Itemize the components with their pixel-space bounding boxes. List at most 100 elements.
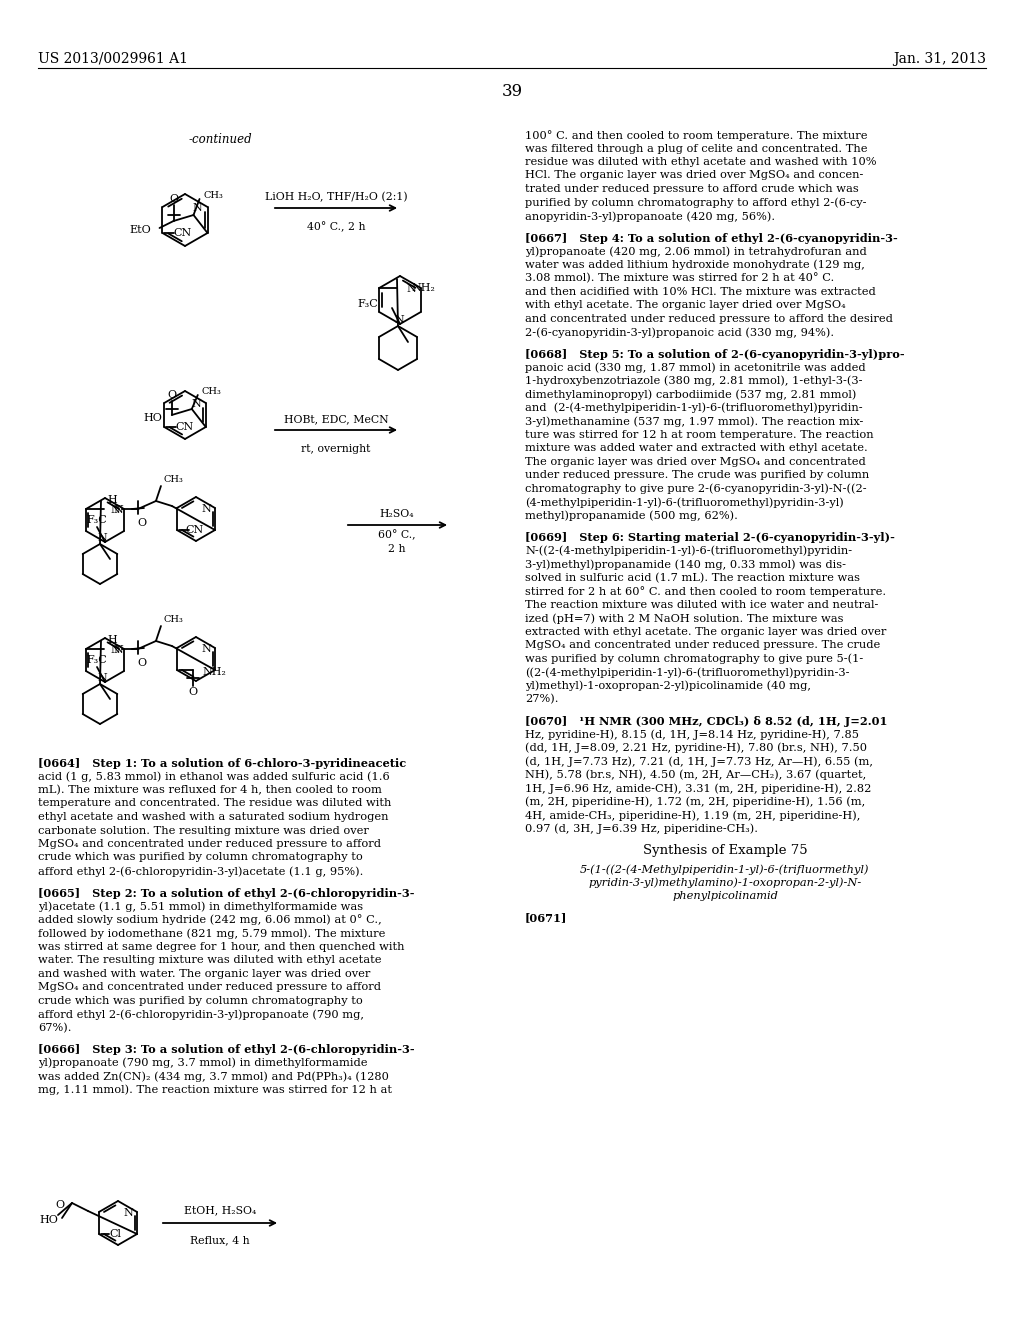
Text: NH₂: NH₂: [412, 282, 435, 293]
Text: N: N: [193, 203, 203, 213]
Text: N-((2-(4-methylpiperidin-1-yl)-6-(trifluoromethyl)pyridin-: N-((2-(4-methylpiperidin-1-yl)-6-(triflu…: [525, 545, 852, 556]
Text: N: N: [394, 315, 403, 325]
Text: and then acidified with 10% HCl. The mixture was extracted: and then acidified with 10% HCl. The mix…: [525, 286, 876, 297]
Text: O: O: [137, 517, 146, 528]
Text: panoic acid (330 mg, 1.87 mmol) in acetonitrile was added: panoic acid (330 mg, 1.87 mmol) in aceto…: [525, 362, 865, 372]
Text: was purified by column chromatography to give pure 5-(1-: was purified by column chromatography to…: [525, 653, 863, 664]
Text: and washed with water. The organic layer was dried over: and washed with water. The organic layer…: [38, 969, 371, 978]
Text: [0667]   Step 4: To a solution of ethyl 2-(6-cyanopyridin-3-: [0667] Step 4: To a solution of ethyl 2-…: [525, 232, 898, 244]
Text: The reaction mixture was diluted with ice water and neutral-: The reaction mixture was diluted with ic…: [525, 599, 879, 610]
Text: anopyridin-3-yl)propanoate (420 mg, 56%).: anopyridin-3-yl)propanoate (420 mg, 56%)…: [525, 211, 775, 222]
Text: NH), 5.78 (br.s, NH), 4.50 (m, 2H, Ar—CH₂), 3.67 (quartet,: NH), 5.78 (br.s, NH), 4.50 (m, 2H, Ar—CH…: [525, 770, 866, 780]
Text: 4H, amide-CH₃, piperidine-H), 1.19 (m, 2H, piperidine-H),: 4H, amide-CH₃, piperidine-H), 1.19 (m, 2…: [525, 810, 860, 821]
Text: mixture was added water and extracted with ethyl acetate.: mixture was added water and extracted wi…: [525, 444, 867, 453]
Text: [0666]   Step 3: To a solution of ethyl 2-(6-chloropyridin-3-: [0666] Step 3: To a solution of ethyl 2-…: [38, 1044, 415, 1055]
Text: MgSO₄ and concentrated under reduced pressure to afford: MgSO₄ and concentrated under reduced pre…: [38, 982, 381, 993]
Text: yl)propanoate (790 mg, 3.7 mmol) in dimethylformamide: yl)propanoate (790 mg, 3.7 mmol) in dime…: [38, 1057, 368, 1068]
Text: O: O: [55, 1200, 65, 1210]
Text: MgSO₄ and concentrated under reduced pressure to afford: MgSO₄ and concentrated under reduced pre…: [38, 840, 381, 849]
Text: 40° C., 2 h: 40° C., 2 h: [307, 222, 366, 232]
Text: 27%).: 27%).: [525, 694, 558, 705]
Text: afford ethyl 2-(6-chloropyridin-3-yl)acetate (1.1 g, 95%).: afford ethyl 2-(6-chloropyridin-3-yl)ace…: [38, 866, 364, 876]
Text: O: O: [167, 389, 176, 400]
Text: was filtered through a plug of celite and concentrated. The: was filtered through a plug of celite an…: [525, 144, 867, 153]
Text: 60° C.,: 60° C.,: [378, 531, 416, 541]
Text: acid (1 g, 5.83 mmol) in ethanol was added sulfuric acid (1.6: acid (1 g, 5.83 mmol) in ethanol was add…: [38, 771, 390, 781]
Text: HO: HO: [143, 413, 162, 422]
Text: [0669]   Step 6: Starting material 2-(6-cyanopyridin-3-yl)-: [0669] Step 6: Starting material 2-(6-cy…: [525, 532, 895, 544]
Text: 3.08 mmol). The mixture was stirred for 2 h at 40° C.: 3.08 mmol). The mixture was stirred for …: [525, 273, 835, 284]
Text: N: N: [201, 644, 211, 653]
Text: solved in sulfuric acid (1.7 mL). The reaction mixture was: solved in sulfuric acid (1.7 mL). The re…: [525, 573, 860, 583]
Text: carbonate solution. The resulting mixture was dried over: carbonate solution. The resulting mixtur…: [38, 825, 369, 836]
Text: Jan. 31, 2013: Jan. 31, 2013: [893, 51, 986, 66]
Text: H₂SO₄: H₂SO₄: [380, 510, 415, 519]
Text: stirred for 2 h at 60° C. and then cooled to room temperature.: stirred for 2 h at 60° C. and then coole…: [525, 586, 886, 597]
Text: 67%).: 67%).: [38, 1023, 72, 1034]
Text: [0668]   Step 5: To a solution of 2-(6-cyanopyridin-3-yl)pro-: [0668] Step 5: To a solution of 2-(6-cya…: [525, 348, 904, 360]
Text: NH₂: NH₂: [203, 667, 226, 677]
Text: was added Zn(CN)₂ (434 mg, 3.7 mmol) and Pd(PPh₃)₄ (1280: was added Zn(CN)₂ (434 mg, 3.7 mmol) and…: [38, 1072, 389, 1082]
Text: 5-(1-((2-(4-Methylpiperidin-1-yl)-6-(trifluormethyl): 5-(1-((2-(4-Methylpiperidin-1-yl)-6-(tri…: [581, 865, 869, 875]
Text: (dd, 1H, J=8.09, 2.21 Hz, pyridine-H), 7.80 (br.s, NH), 7.50: (dd, 1H, J=8.09, 2.21 Hz, pyridine-H), 7…: [525, 743, 867, 754]
Text: dimethylaminopropyl) carbodiimide (537 mg, 2.81 mmol): dimethylaminopropyl) carbodiimide (537 m…: [525, 389, 856, 400]
Text: Reflux, 4 h: Reflux, 4 h: [190, 1236, 250, 1245]
Text: 2 h: 2 h: [388, 544, 406, 554]
Text: residue was diluted with ethyl acetate and washed with 10%: residue was diluted with ethyl acetate a…: [525, 157, 877, 168]
Text: EtOH, H₂SO₄: EtOH, H₂SO₄: [184, 1205, 256, 1214]
Text: CH₃: CH₃: [202, 387, 221, 396]
Text: 3-yl)methanamine (537 mg, 1.97 mmol). The reaction mix-: 3-yl)methanamine (537 mg, 1.97 mmol). Th…: [525, 416, 863, 426]
Text: -continued: -continued: [188, 133, 252, 147]
Text: (d, 1H, J=7.73 Hz), 7.21 (d, 1H, J=7.73 Hz, Ar—H), 6.55 (m,: (d, 1H, J=7.73 Hz), 7.21 (d, 1H, J=7.73 …: [525, 756, 873, 767]
Text: F₃C: F₃C: [87, 655, 108, 665]
Text: H: H: [108, 635, 117, 645]
Text: methyl)propanamide (500 mg, 62%).: methyl)propanamide (500 mg, 62%).: [525, 511, 738, 521]
Text: followed by iodomethane (821 mg, 5.79 mmol). The mixture: followed by iodomethane (821 mg, 5.79 mm…: [38, 928, 385, 939]
Text: temperature and concentrated. The residue was diluted with: temperature and concentrated. The residu…: [38, 799, 391, 808]
Text: MgSO₄ and concentrated under reduced pressure. The crude: MgSO₄ and concentrated under reduced pre…: [525, 640, 881, 651]
Text: N: N: [113, 506, 123, 515]
Text: CN: CN: [185, 525, 204, 535]
Text: (m, 2H, piperidine-H), 1.72 (m, 2H, piperidine-H), 1.56 (m,: (m, 2H, piperidine-H), 1.72 (m, 2H, pipe…: [525, 797, 865, 808]
Text: yl)acetate (1.1 g, 5.51 mmol) in dimethylformamide was: yl)acetate (1.1 g, 5.51 mmol) in dimethy…: [38, 902, 364, 912]
Text: Synthesis of Example 75: Synthesis of Example 75: [643, 845, 807, 857]
Text: [0671]: [0671]: [525, 912, 567, 923]
Text: US 2013/0029961 A1: US 2013/0029961 A1: [38, 51, 188, 66]
Text: N: N: [97, 673, 106, 682]
Text: Hz, pyridine-H), 8.15 (d, 1H, J=8.14 Hz, pyridine-H), 7.85: Hz, pyridine-H), 8.15 (d, 1H, J=8.14 Hz,…: [525, 730, 859, 741]
Text: F₃C: F₃C: [357, 300, 378, 309]
Text: CH₃: CH₃: [164, 474, 184, 483]
Text: was stirred at same degree for 1 hour, and then quenched with: was stirred at same degree for 1 hour, a…: [38, 941, 404, 952]
Text: ethyl acetate and washed with a saturated sodium hydrogen: ethyl acetate and washed with a saturate…: [38, 812, 388, 822]
Text: 1H, J=6.96 Hz, amide-CH), 3.31 (m, 2H, piperidine-H), 2.82: 1H, J=6.96 Hz, amide-CH), 3.31 (m, 2H, p…: [525, 783, 871, 793]
Text: F₃C: F₃C: [87, 515, 108, 525]
Text: under reduced pressure. The crude was purified by column: under reduced pressure. The crude was pu…: [525, 470, 869, 480]
Text: [0664]   Step 1: To a solution of 6-chloro-3-pyridineacetic: [0664] Step 1: To a solution of 6-chloro…: [38, 758, 407, 770]
Text: N: N: [97, 533, 106, 543]
Text: N: N: [111, 645, 120, 655]
Text: ((2-(4-methylpiperidin-1-yl)-6-(trifluoromethyl)pyridin-3-: ((2-(4-methylpiperidin-1-yl)-6-(trifluor…: [525, 668, 850, 678]
Text: CN: CN: [175, 422, 194, 432]
Text: purified by column chromatography to afford ethyl 2-(6-cy-: purified by column chromatography to aff…: [525, 198, 866, 209]
Text: afford ethyl 2-(6-chloropyridin-3-yl)propanoate (790 mg,: afford ethyl 2-(6-chloropyridin-3-yl)pro…: [38, 1008, 364, 1019]
Text: O: O: [137, 657, 146, 668]
Text: yl)propanoate (420 mg, 2.06 mmol) in tetrahydrofuran and: yl)propanoate (420 mg, 2.06 mmol) in tet…: [525, 246, 866, 256]
Text: Cl: Cl: [109, 1229, 121, 1239]
Text: O: O: [169, 194, 178, 205]
Text: with ethyl acetate. The organic layer dried over MgSO₄: with ethyl acetate. The organic layer dr…: [525, 300, 846, 310]
Text: and  (2-(4-methylpiperidin-1-yl)-6-(trifluoromethyl)pyridin-: and (2-(4-methylpiperidin-1-yl)-6-(trifl…: [525, 403, 862, 413]
Text: pyridin-3-yl)methylamino)-1-oxopropan-2-yl)-N-: pyridin-3-yl)methylamino)-1-oxopropan-2-…: [589, 878, 861, 888]
Text: phenylpicolinamid: phenylpicolinamid: [672, 891, 778, 902]
Text: [0665]   Step 2: To a solution of ethyl 2-(6-chloropyridin-3-: [0665] Step 2: To a solution of ethyl 2-…: [38, 887, 415, 899]
Text: and concentrated under reduced pressure to afford the desired: and concentrated under reduced pressure …: [525, 314, 893, 323]
Text: N: N: [113, 645, 123, 655]
Text: 0.97 (d, 3H, J=6.39 Hz, piperidine-CH₃).: 0.97 (d, 3H, J=6.39 Hz, piperidine-CH₃).: [525, 824, 758, 834]
Text: water was added lithium hydroxide monohydrate (129 mg,: water was added lithium hydroxide monohy…: [525, 260, 865, 271]
Text: HO: HO: [39, 1214, 58, 1225]
Text: HOBt, EDC, MeCN: HOBt, EDC, MeCN: [284, 414, 388, 424]
Text: rt, overnight: rt, overnight: [301, 444, 371, 454]
Text: crude which was purified by column chromatography to: crude which was purified by column chrom…: [38, 995, 362, 1006]
Text: N: N: [123, 1208, 133, 1218]
Text: CN: CN: [173, 228, 191, 238]
Text: LiOH H₂O, THF/H₂O (2:1): LiOH H₂O, THF/H₂O (2:1): [264, 191, 408, 202]
